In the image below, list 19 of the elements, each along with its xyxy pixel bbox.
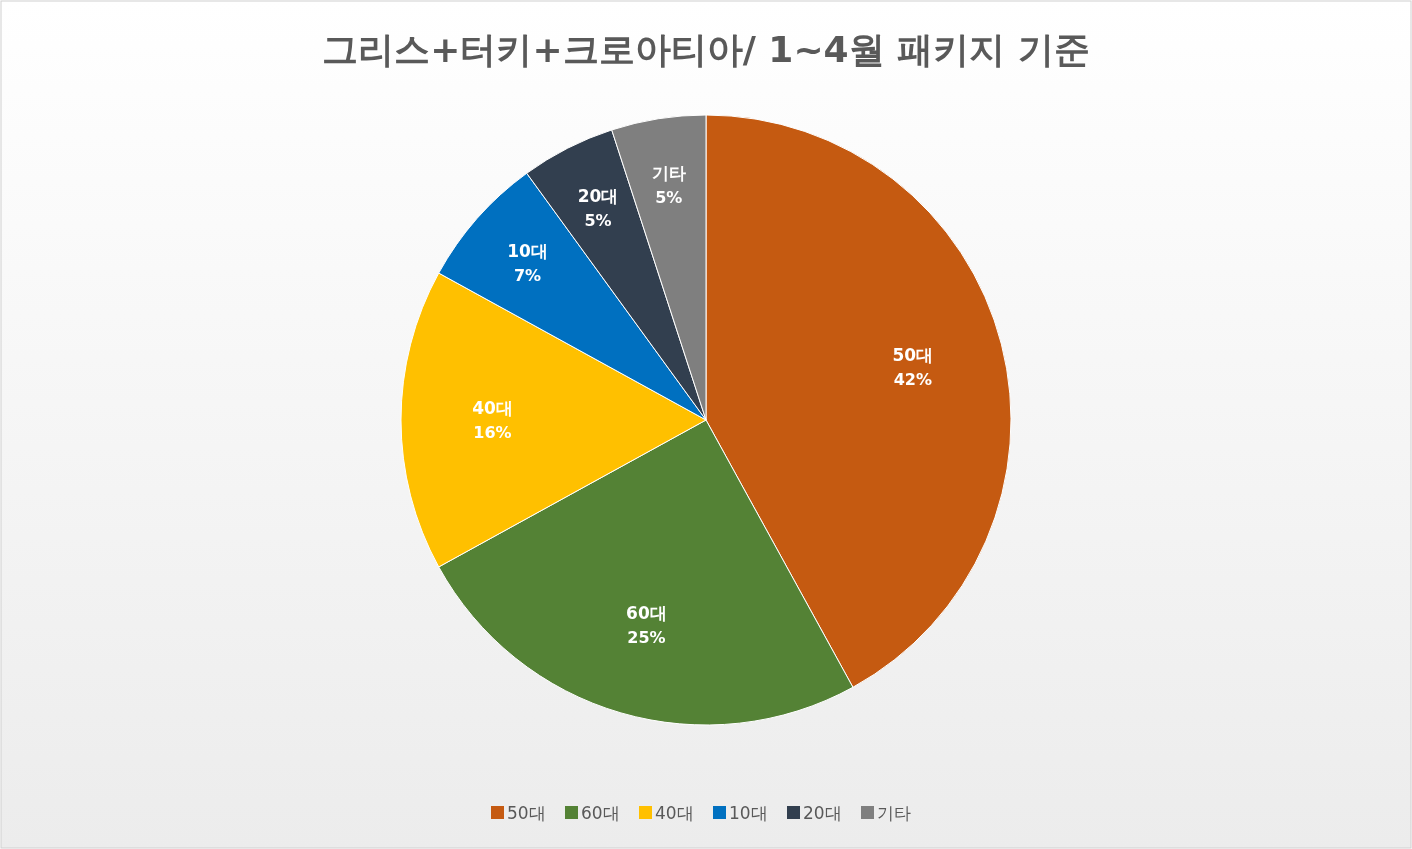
legend-label: 기타 [877, 803, 911, 823]
data-label: 5% [584, 211, 612, 231]
legend-label: 20대 [803, 803, 842, 823]
data-label: 7% [513, 265, 542, 285]
data-label: 42% [893, 369, 932, 389]
category-label: 50대 [507, 803, 546, 823]
legend-label: 10대 [729, 803, 768, 823]
slice-label: 10대 [507, 240, 548, 261]
slice-label: 20대 [577, 186, 619, 207]
data-label: 25% [627, 628, 666, 648]
legend-label: 60대 [581, 803, 620, 823]
slice-label: 60대 [626, 603, 667, 624]
slice-label: 기타 [651, 163, 686, 184]
data-label: 16% [473, 423, 512, 442]
legend-label: 40대 [655, 803, 694, 823]
data-label: 5% [655, 188, 683, 208]
slice-label: 50대 [892, 344, 934, 365]
slice-label: 40대 [472, 398, 513, 418]
chart-title: 그리스+터키+크로아티아/ 1~4월 패키지 기준 [322, 29, 1090, 70]
